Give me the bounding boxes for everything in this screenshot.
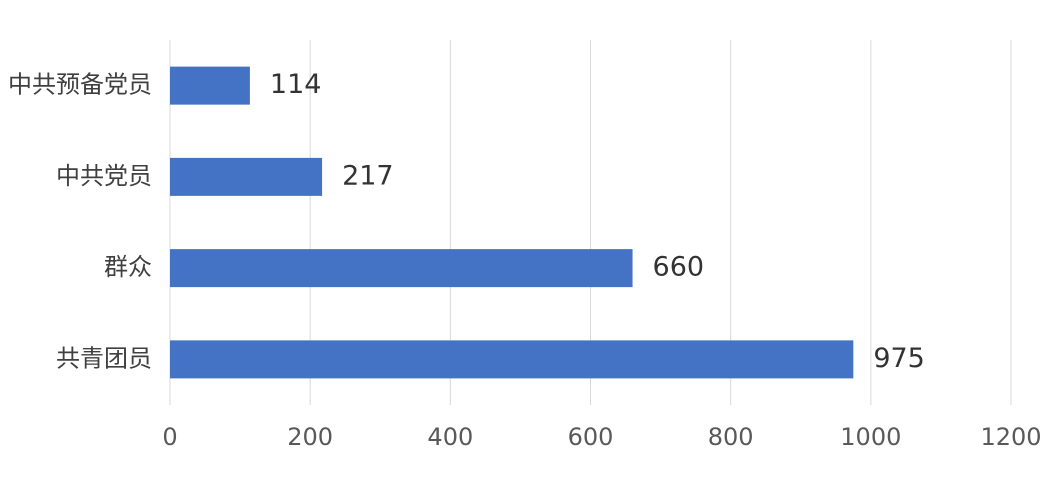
value-label: 975	[873, 343, 925, 374]
x-tick-label: 1000	[840, 423, 901, 451]
x-tick-label: 400	[427, 423, 473, 451]
value-label: 217	[342, 160, 394, 191]
bar	[170, 340, 854, 379]
bar	[170, 157, 323, 196]
x-tick-label: 0	[162, 423, 177, 451]
y-tick-label: 共青团员	[56, 344, 152, 372]
x-tick-label: 200	[287, 423, 333, 451]
x-tick-label: 1200	[980, 423, 1041, 451]
bar	[170, 249, 633, 288]
y-tick-label: 中共党员	[56, 162, 152, 190]
y-tick-label: 群众	[104, 253, 152, 281]
x-tick-label: 800	[708, 423, 754, 451]
y-tick-label: 中共预备党员	[8, 71, 152, 99]
value-label: 114	[270, 69, 322, 100]
bar	[170, 66, 250, 105]
x-tick-label: 600	[568, 423, 614, 451]
value-label: 660	[653, 252, 705, 283]
